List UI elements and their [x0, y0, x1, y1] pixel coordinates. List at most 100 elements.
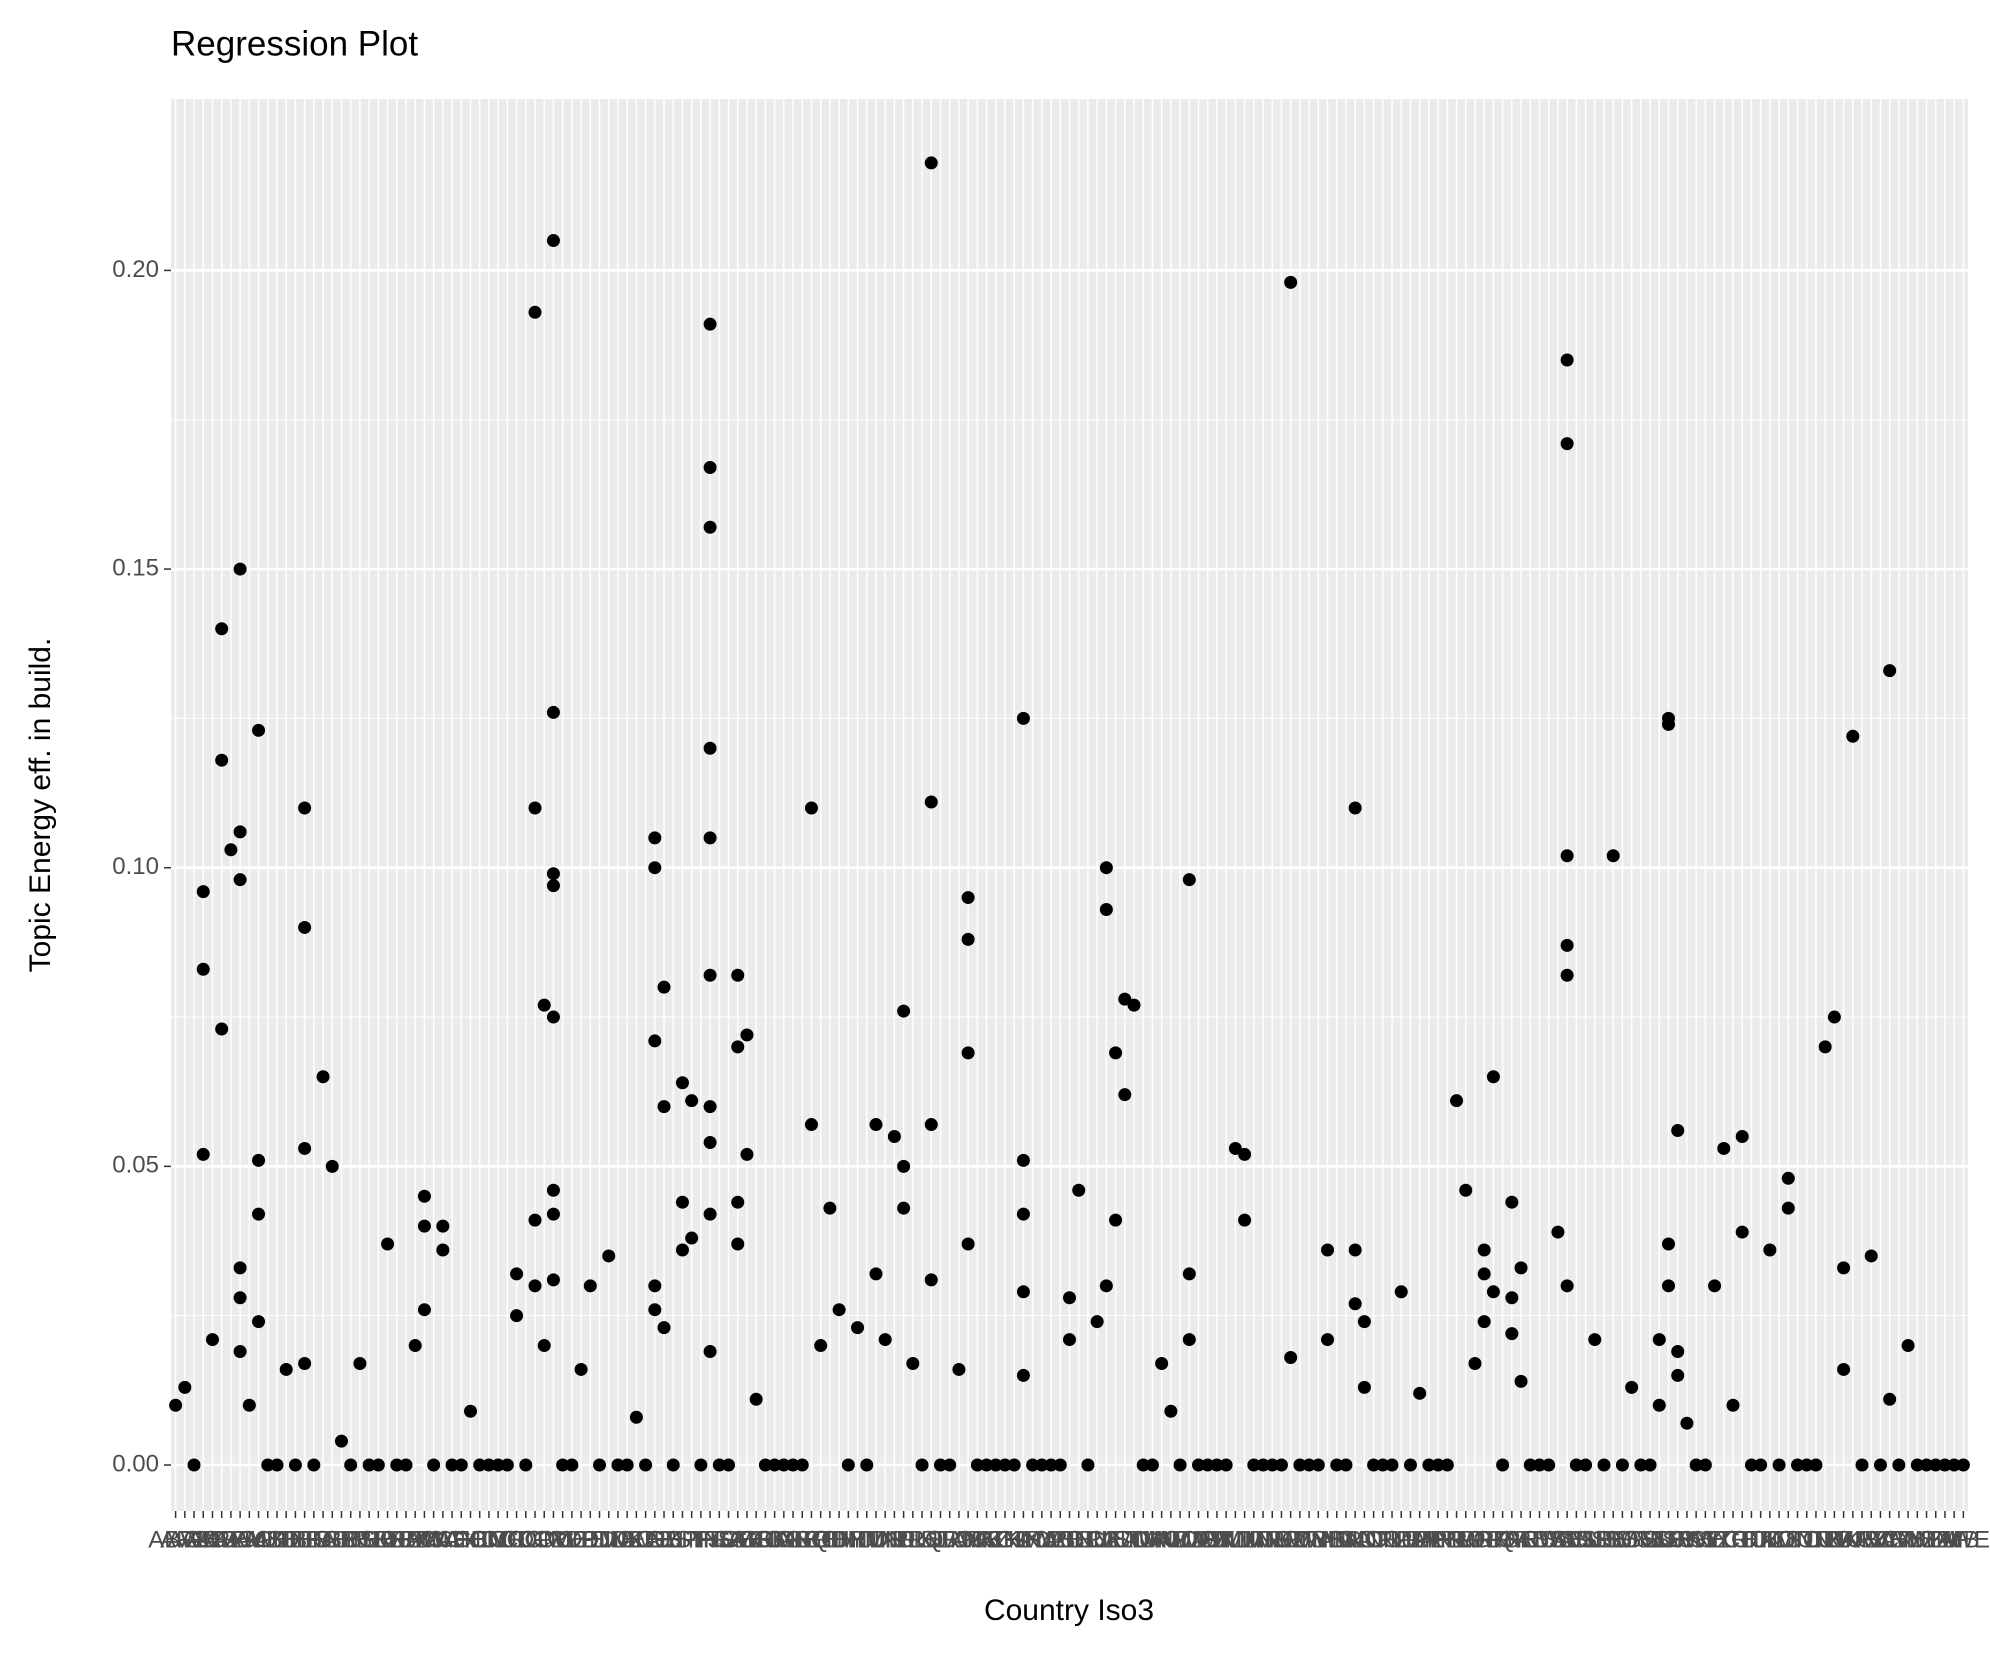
point [1468, 1356, 1482, 1370]
point [1109, 1046, 1123, 1060]
x-tick-label: ROU [1504, 1526, 1557, 1553]
x-tick-label: GTM [803, 1526, 856, 1553]
point [1053, 1458, 1067, 1472]
point [307, 1458, 321, 1472]
point [1219, 1458, 1233, 1472]
x-tick-label: NZL [1379, 1526, 1424, 1553]
point [703, 461, 717, 475]
x-tick-label: GNB [767, 1526, 819, 1553]
y-tick-label: 0.05 [112, 1152, 159, 1179]
x-tick-label: GAB [712, 1526, 763, 1553]
point [1883, 664, 1897, 678]
x-tick-label: CMR [471, 1526, 526, 1553]
point [1486, 1285, 1500, 1299]
x-tick-label: NLD [1340, 1526, 1388, 1553]
x-tick-label: NER [1311, 1526, 1362, 1553]
x-tick-label: IRN [892, 1526, 933, 1553]
x-tick-label: MLT [1221, 1526, 1268, 1553]
x-tick-label: KEN [971, 1526, 1020, 1553]
point [205, 1333, 219, 1347]
x-tick-label: MAR [1135, 1526, 1188, 1553]
x-tick-label: BOL [364, 1526, 412, 1553]
x-tick-label: TON [1763, 1526, 1813, 1553]
x-tick-label: MKD [1199, 1526, 1252, 1553]
point [546, 234, 560, 248]
point [528, 305, 542, 319]
x-tick-label: TCD [1708, 1526, 1757, 1553]
x-tick-label: PAN [1405, 1526, 1453, 1553]
x-tick-label: IDN [865, 1526, 906, 1553]
x-tick-label: DMA [582, 1526, 635, 1553]
y-tick-label: 0.00 [112, 1450, 159, 1477]
point [1606, 849, 1620, 863]
y-tick-label: 0.15 [112, 554, 159, 581]
point [731, 1195, 745, 1209]
x-tick-label: LSO [1101, 1526, 1149, 1553]
point [731, 1040, 745, 1054]
point [1348, 1243, 1362, 1257]
x-tick-label: NGA [1320, 1526, 1372, 1553]
point [1339, 1458, 1353, 1472]
x-tick-label: MCO [1143, 1526, 1199, 1553]
point [915, 1458, 929, 1472]
point [1192, 1458, 1206, 1472]
x-tick-label: BHR [316, 1526, 367, 1553]
point [924, 1273, 938, 1287]
point [436, 1219, 450, 1233]
x-tick-label: SWE [1669, 1526, 1724, 1553]
point [1827, 1010, 1841, 1024]
point [1662, 717, 1675, 731]
x-tick-label: HUN [850, 1526, 902, 1553]
x-tick-label: ISL [913, 1526, 949, 1553]
point [1109, 1213, 1123, 1227]
x-tick-label: MUS [1273, 1526, 1326, 1553]
point [574, 1362, 588, 1376]
x-tick-label: PAK [1397, 1526, 1443, 1553]
point [666, 1458, 680, 1472]
x-tick-label: AZE [254, 1526, 301, 1553]
x-tick-label: ITA [932, 1526, 968, 1553]
x-tick-label: LBR [1055, 1526, 1102, 1553]
x-tick-label: USA [1847, 1526, 1896, 1553]
point [1671, 1345, 1685, 1359]
x-tick-label: ETH [668, 1526, 716, 1553]
x-tick-label: TUV [1801, 1526, 1849, 1553]
x-tick-label: MNG [1244, 1526, 1300, 1553]
point [1348, 1297, 1362, 1311]
point [1016, 1285, 1030, 1299]
point [316, 1070, 330, 1084]
x-tick-label: AUT [244, 1526, 292, 1553]
x-tick-label: IRL [885, 1526, 922, 1553]
point [1016, 1368, 1030, 1382]
point [648, 831, 662, 845]
point [546, 879, 560, 893]
point [1173, 1458, 1187, 1472]
point [482, 1458, 496, 1472]
x-tick-label: BGD [297, 1526, 349, 1553]
x-tick-label: KNA [1008, 1526, 1057, 1553]
point [1413, 1386, 1427, 1400]
point [233, 1261, 247, 1275]
point [399, 1458, 413, 1472]
x-tick-label: LCA [1074, 1526, 1121, 1553]
point [1542, 1458, 1556, 1472]
point [1505, 1327, 1519, 1341]
point [1671, 1124, 1685, 1138]
point [427, 1458, 441, 1472]
point [1938, 1458, 1952, 1472]
x-tick-label: SLV [1591, 1526, 1635, 1553]
x-tick-label: GIN [753, 1526, 796, 1553]
x-tick-label: SLB [1572, 1526, 1617, 1553]
point [1837, 1261, 1851, 1275]
x-tick-label: BDI [266, 1526, 306, 1553]
x-tick-label: BGR [306, 1526, 358, 1553]
point [1588, 1333, 1602, 1347]
point [261, 1458, 275, 1472]
x-tick-label: UZB [1856, 1526, 1904, 1553]
point [1431, 1458, 1445, 1472]
point [961, 932, 975, 946]
point [675, 1076, 689, 1090]
x-tick-label: SMR [1596, 1526, 1649, 1553]
x-tick-label: KOR [1016, 1526, 1068, 1553]
x-tick-label: BWA [407, 1526, 461, 1553]
